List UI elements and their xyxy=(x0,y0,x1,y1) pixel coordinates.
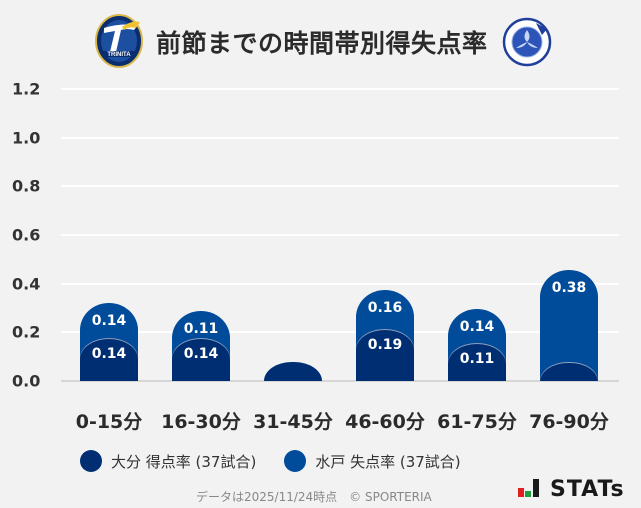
chart-legend: 大分 得点率 (37試合) 水戸 失点率 (37試合) xyxy=(80,449,489,473)
bar-value-label-mito: 0.38 xyxy=(551,279,587,296)
x-axis-tick-label: 31-45分 xyxy=(253,411,333,433)
bar-segment-oita xyxy=(80,337,138,381)
chart-title: 前節までの時間帯別得失点率 xyxy=(156,29,488,58)
bar-value-label-oita: 0.19 xyxy=(367,336,403,353)
x-axis-tick-label: 46-60分 xyxy=(345,411,425,433)
bar-segment-oita xyxy=(540,362,598,381)
legend-label-oita: 大分 得点率 (37試合) xyxy=(111,452,257,471)
legend-label-mito: 水戸 失点率 (37試合) xyxy=(315,452,461,471)
oita-trinita-crest-icon: TRINITA xyxy=(94,14,144,68)
legend-swatch-mito xyxy=(284,450,307,472)
legend-item-mito: 水戸 失点率 (37試合) xyxy=(284,450,461,472)
bar-value-label-mito: 0.14 xyxy=(91,313,127,330)
x-axis-baseline xyxy=(61,380,619,382)
stats-brand-logo: STATs xyxy=(518,476,625,502)
y-axis-tick-label: 0.0 xyxy=(12,371,41,391)
bar-value-label-mito: 0.16 xyxy=(367,299,403,316)
y-axis-tick-label: 0.4 xyxy=(12,274,41,294)
y-axis-tick-label: 0.6 xyxy=(12,225,41,245)
data-source-note: データは2025/11/24時点 © SPORTERIA xyxy=(196,490,432,504)
stats-brand-text: STATs xyxy=(550,476,625,502)
y-axis-tick-label: 1.0 xyxy=(12,128,41,148)
x-axis-tick-label: 16-30分 xyxy=(161,411,241,433)
bar-value-label-oita: 0.11 xyxy=(459,350,495,367)
bar-segment-oita xyxy=(264,362,322,381)
gridline xyxy=(61,88,619,90)
chart-header: TRINITA 前節までの時間帯別得失点率 xyxy=(0,0,641,80)
bar-value-label-oita: 0.14 xyxy=(91,345,127,362)
bar-segment-oita xyxy=(448,342,506,381)
bar-segment-oita xyxy=(172,337,230,381)
bar-chart: 1.2 1.0 0.8 0.6 0.4 0.2 0.0 0.14 0.14 0-15分 0.11 0.… xyxy=(12,79,619,433)
legend-swatch-oita xyxy=(80,450,102,472)
gridline xyxy=(61,331,619,334)
y-axis-tick-label: 1.2 xyxy=(12,79,41,99)
gridline xyxy=(61,136,619,139)
x-axis-tick-label: 0-15分 xyxy=(75,411,143,433)
legend-item-oita: 大分 得点率 (37試合) xyxy=(80,450,256,472)
x-axis-tick-label: 76-90分 xyxy=(529,411,609,433)
stats-bars-icon xyxy=(518,479,542,499)
y-axis-tick-label: 0.8 xyxy=(12,176,41,196)
gridline xyxy=(61,282,619,285)
x-axis-tick-label: 61-75分 xyxy=(437,411,517,433)
svg-text:TRINITA: TRINITA xyxy=(107,52,131,58)
bar-segment-oita xyxy=(356,328,414,381)
y-axis-tick-label: 0.2 xyxy=(12,322,41,342)
gridline xyxy=(61,234,619,236)
bar-value-label-mito: 0.14 xyxy=(459,318,495,335)
bar-value-label-mito: 0.11 xyxy=(183,320,219,337)
mito-hollyhock-crest-icon xyxy=(502,17,552,67)
gridline xyxy=(61,185,619,188)
bar-value-label-oita: 0.14 xyxy=(183,345,219,362)
